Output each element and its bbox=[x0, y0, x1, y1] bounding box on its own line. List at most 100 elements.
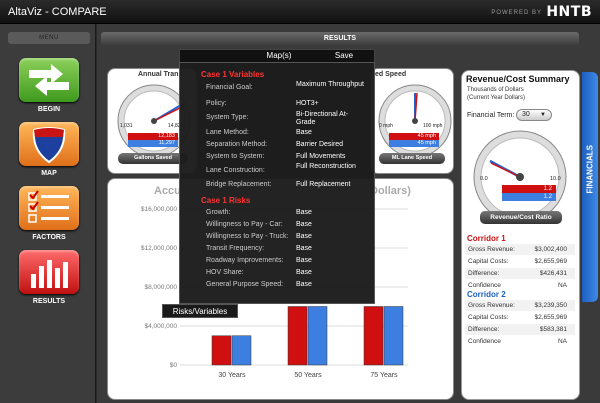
var-value: Base bbox=[296, 129, 312, 136]
menu-begin-button[interactable]: BEGIN bbox=[17, 58, 81, 120]
chart-bar bbox=[211, 335, 232, 366]
right-gauge-low: 0 mph bbox=[379, 123, 393, 129]
menu-map-button[interactable]: MAP bbox=[17, 122, 81, 184]
interstate-shield-icon bbox=[19, 122, 79, 166]
variables-popup: Case 1 Variables Financial Goal: Maximum… bbox=[179, 62, 375, 304]
left-gauge-title: Annual Trans bbox=[138, 71, 183, 78]
c2-value: $583,381 bbox=[539, 326, 567, 333]
menu-header: MENU bbox=[8, 32, 90, 44]
var-key: Lane Method: bbox=[206, 129, 249, 136]
ratio-gauge-high: 10.0 bbox=[550, 176, 561, 182]
corridor-2-title: Corridor 2 bbox=[467, 290, 506, 299]
checklist-icon bbox=[19, 186, 79, 230]
chart-title-left: Accu bbox=[154, 185, 181, 197]
risk-key: Willingness to Pay - Truck: bbox=[206, 233, 289, 240]
risk-key: Transit Frequency: bbox=[206, 245, 265, 252]
menu-factors-button[interactable]: FACTORS bbox=[17, 186, 81, 248]
chart-bar bbox=[383, 306, 404, 366]
left-gauge-red-value: 12,183 bbox=[128, 133, 178, 140]
row-bg bbox=[465, 244, 575, 255]
risk-value: Base bbox=[296, 245, 312, 252]
c1-value: $2,655,969 bbox=[534, 258, 567, 265]
risk-value: Base bbox=[296, 233, 312, 240]
chart-bar bbox=[231, 335, 252, 366]
risk-value: Base bbox=[296, 257, 312, 264]
y-tick-label: $12,000,000 bbox=[141, 245, 178, 252]
bar-chart-icon bbox=[19, 250, 79, 294]
var-value: Full Reconstruction bbox=[296, 163, 356, 170]
chart-bar bbox=[363, 306, 384, 366]
tab-maps[interactable]: Map(s) bbox=[266, 51, 292, 60]
menu-results-button[interactable]: RESULTS bbox=[17, 250, 81, 312]
c1-value: $3,002,400 bbox=[534, 246, 567, 253]
right-gauge-dial bbox=[378, 84, 452, 158]
app-title: AltaViz - COMPARE bbox=[8, 6, 107, 18]
risks-variables-tab[interactable]: Risks/Variables bbox=[162, 304, 238, 318]
left-gauge-low: 1,031 bbox=[120, 123, 133, 129]
row-bg bbox=[465, 268, 575, 279]
financial-term-label: Financial Term: bbox=[467, 112, 515, 119]
c2-key: Confidence bbox=[468, 338, 501, 345]
var-key: Separation Method: bbox=[206, 141, 268, 148]
risks-title: Case 1 Risks bbox=[201, 196, 251, 205]
ratio-gauge-low: 0.0 bbox=[480, 176, 488, 182]
menu-factors-label: FACTORS bbox=[32, 234, 66, 241]
right-gauge-panel: ed Speed 0 mph 100 mph 45 mph 45 mph ML … bbox=[370, 68, 454, 174]
chart-bar bbox=[307, 306, 328, 366]
financials-tab-label: FINANCIALS bbox=[585, 145, 595, 194]
var-value: Full Replacement bbox=[296, 181, 351, 188]
var-key: Lane Construction: bbox=[206, 167, 265, 174]
c1-value: $426,431 bbox=[539, 270, 567, 277]
c1-key: Gross Revenue: bbox=[468, 246, 515, 253]
risk-key: Roadway Improvements: bbox=[206, 257, 284, 264]
ratio-red-value: 1.2 bbox=[502, 185, 556, 193]
results-header: RESULTS bbox=[101, 32, 579, 46]
c2-key: Difference: bbox=[468, 326, 500, 333]
y-tick-label: $0 bbox=[170, 362, 178, 369]
tab-save[interactable]: Save bbox=[334, 51, 354, 60]
c2-value: $3,239,350 bbox=[534, 302, 567, 309]
var-key: Policy: bbox=[206, 100, 227, 107]
row-bg bbox=[465, 324, 575, 335]
hntb-logo: HNTB bbox=[546, 4, 592, 20]
revenue-cost-ratio-button[interactable]: Revenue/Cost Ratio bbox=[480, 211, 562, 224]
revenue-cost-summary: Revenue/Cost Summary Thousands of Dollar… bbox=[461, 70, 580, 400]
c1-value: NA bbox=[557, 282, 567, 289]
left-gauge-blue-value: 11,297 bbox=[128, 140, 178, 147]
arrows-icon bbox=[19, 58, 79, 102]
risk-key: HOV Share: bbox=[206, 269, 244, 276]
chart-title-right: Dollars) bbox=[370, 185, 411, 197]
gallons-saved-button[interactable]: Gallons Saved bbox=[118, 153, 188, 164]
x-tick-label: 75 Years bbox=[370, 372, 398, 379]
x-tick-label: 50 Years bbox=[294, 372, 322, 379]
risk-key: Growth: bbox=[206, 209, 231, 216]
var-key: Bridge Replacement: bbox=[206, 181, 272, 188]
c2-value: NA bbox=[557, 338, 567, 345]
var-key: System to System: bbox=[206, 153, 265, 160]
financial-term-select[interactable]: 30 ▼ bbox=[516, 109, 552, 121]
var-value: Barrier Desired bbox=[296, 141, 344, 148]
c2-value: $2,655,969 bbox=[534, 314, 567, 321]
menu-results-label: RESULTS bbox=[32, 298, 66, 305]
summary-title: Revenue/Cost Summary bbox=[466, 74, 570, 84]
menu-map-label: MAP bbox=[41, 170, 57, 177]
c1-key: Confidence bbox=[468, 282, 501, 289]
right-gauge-red-value: 45 mph bbox=[389, 133, 439, 140]
right-gauge-title: ed Speed bbox=[375, 71, 407, 78]
risk-value: Base bbox=[296, 209, 312, 216]
y-tick-label: $8,000,000 bbox=[144, 284, 177, 291]
y-tick-label: $16,000,000 bbox=[141, 206, 178, 213]
risk-value: Base bbox=[296, 221, 312, 228]
var-value: HOT3+ bbox=[296, 100, 319, 107]
left-menu: MENU BEGIN MAP bbox=[0, 24, 96, 403]
var-value: Maximum Throughput bbox=[296, 81, 364, 88]
risk-key: General Purpose Speed: bbox=[206, 281, 284, 288]
row-bg bbox=[465, 300, 575, 311]
financials-side-tab[interactable]: FINANCIALS bbox=[582, 72, 598, 302]
chart-bar bbox=[287, 306, 308, 366]
ml-lane-speed-button[interactable]: ML Lane Speed bbox=[379, 153, 445, 164]
risk-key: Willingness to Pay - Car: bbox=[206, 221, 283, 228]
left-gauge-high: 14,822 bbox=[168, 123, 184, 129]
summary-subtitle-1: Thousands of Dollars bbox=[467, 87, 524, 93]
right-gauge-high: 100 mph bbox=[423, 123, 443, 129]
